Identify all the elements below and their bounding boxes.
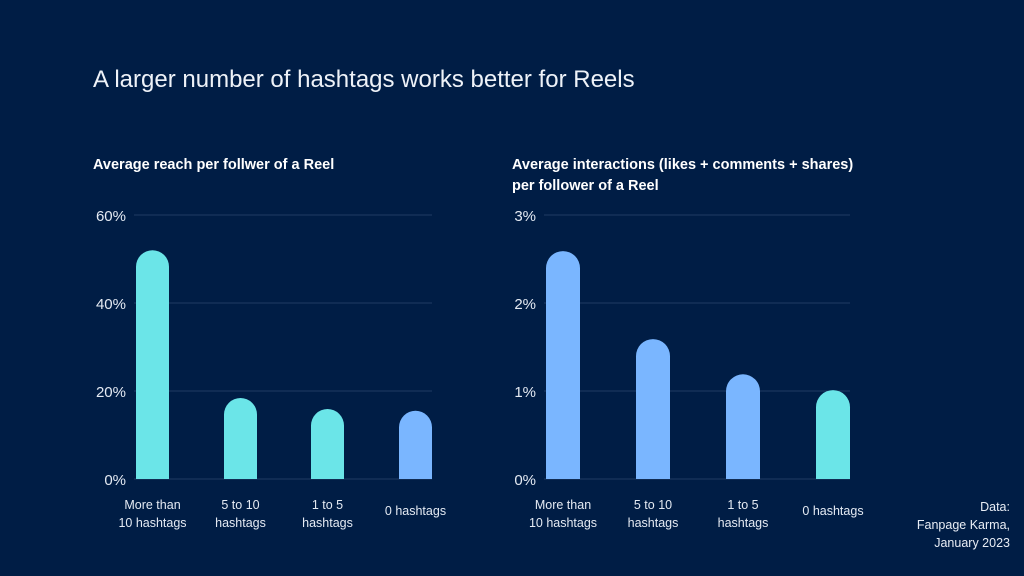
x-tick-label: 0 hashtags <box>385 504 446 518</box>
x-tick-label: More than <box>535 498 591 512</box>
x-tick-label: hashtags <box>718 516 769 530</box>
source-line: Fanpage Karma, <box>916 518 1010 532</box>
x-tick-label: hashtags <box>628 516 679 530</box>
x-tick-label: 5 to 10 <box>634 498 672 512</box>
bar <box>136 250 169 479</box>
x-tick-label: More than <box>124 498 180 512</box>
x-tick-label: 0 hashtags <box>802 504 863 518</box>
y-tick-label: 2% <box>514 296 536 313</box>
y-tick-label: 1% <box>514 384 536 401</box>
bar <box>816 390 850 479</box>
source-line: Data: <box>980 500 1010 514</box>
x-tick-label: 10 hashtags <box>529 516 597 530</box>
bar <box>399 410 432 479</box>
bar <box>636 339 670 479</box>
x-tick-label: hashtags <box>302 516 353 530</box>
y-tick-label: 3% <box>514 208 536 225</box>
source-line: January 2023 <box>934 536 1010 550</box>
y-tick-label: 0% <box>514 472 536 489</box>
x-tick-label: 1 to 5 <box>312 498 343 512</box>
source-note: Data: Fanpage Karma, January 2023 <box>917 498 1010 552</box>
chart-1-title: Average reach per follwer of a Reel <box>93 157 335 173</box>
chart-2-title-line: Average interactions (likes + comments +… <box>512 157 854 173</box>
x-tick-label: 10 hashtags <box>118 516 186 530</box>
page-title: A larger number of hashtags works better… <box>93 66 635 93</box>
x-tick-label: 1 to 5 <box>727 498 758 512</box>
y-tick-label: 60% <box>96 208 126 225</box>
x-tick-label: 5 to 10 <box>221 498 259 512</box>
x-tick-label: hashtags <box>215 516 266 530</box>
chart-2-title: Average interactions (likes + comments +… <box>512 155 853 197</box>
bar <box>546 251 580 479</box>
y-tick-label: 0% <box>104 472 126 489</box>
y-tick-label: 20% <box>96 384 126 401</box>
bar <box>224 398 257 479</box>
y-tick-label: 40% <box>96 296 126 313</box>
chart-2-title-line: per follower of a Reel <box>512 178 659 194</box>
bar <box>726 374 760 479</box>
bar <box>311 409 344 479</box>
